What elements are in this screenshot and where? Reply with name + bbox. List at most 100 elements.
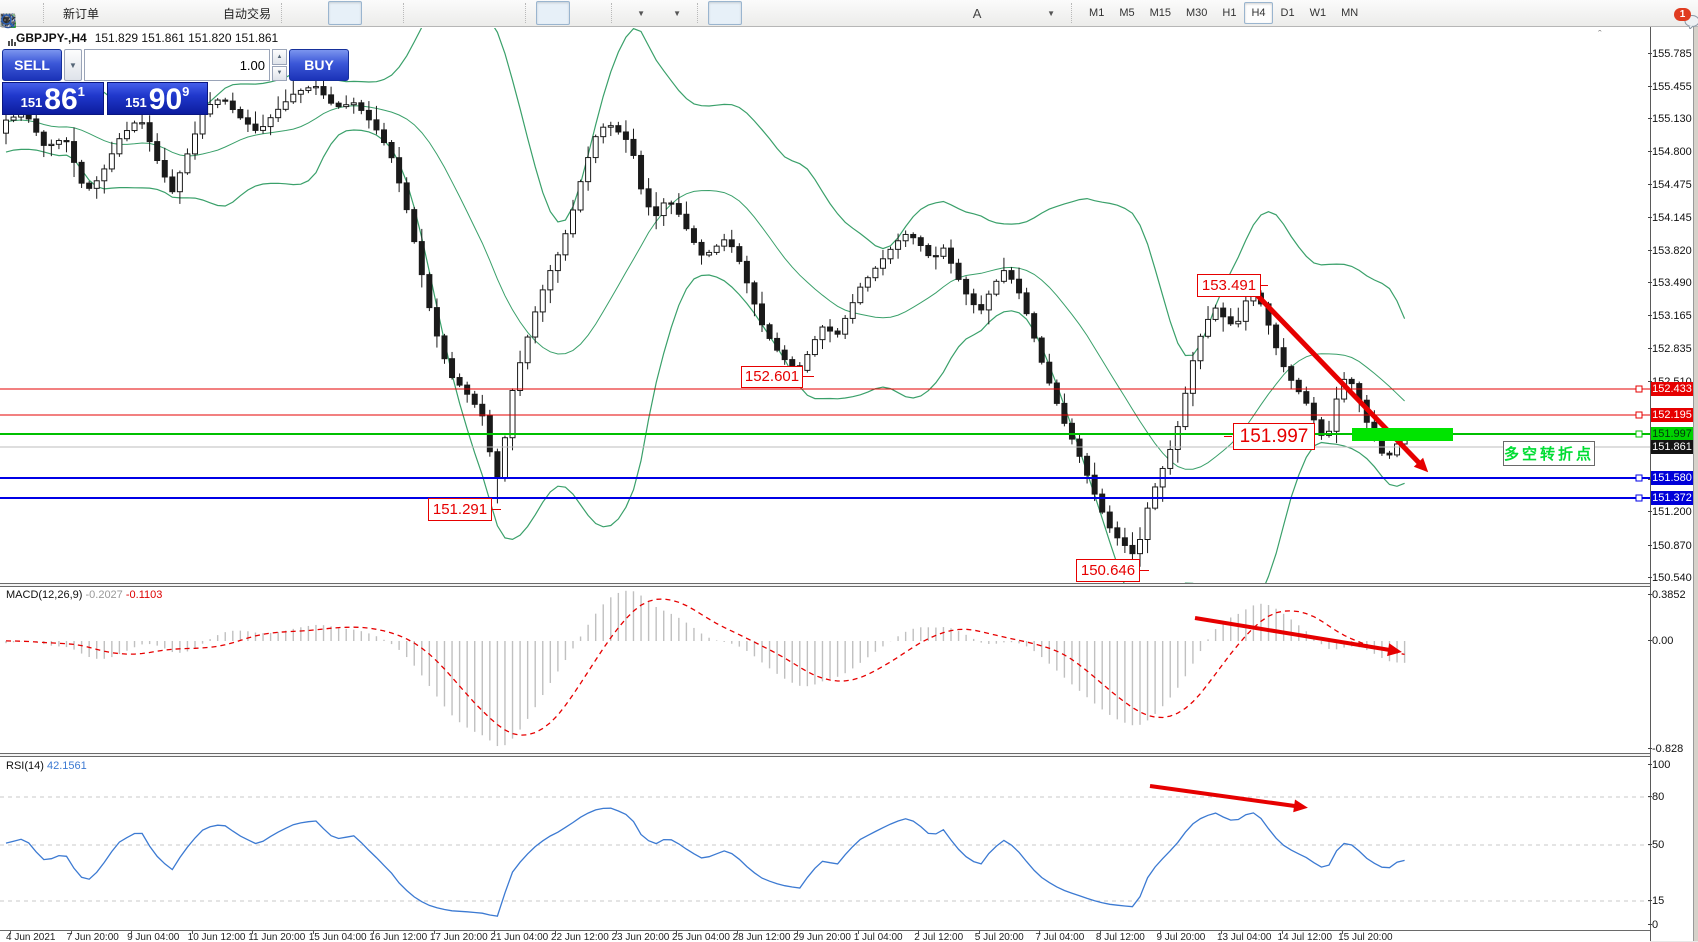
volume-up-icon[interactable]: ▲ (272, 49, 287, 65)
volume-stepper[interactable]: ▲ ▼ (272, 49, 287, 81)
timeframe-MN[interactable]: MN (1341, 7, 1359, 19)
support-zone-band[interactable] (1352, 428, 1453, 441)
time-label: 7 Jun 20:00 (66, 932, 119, 942)
notification-badge: 1 (1674, 8, 1691, 21)
svg-text:E: E (11, 22, 15, 27)
zoom-out-button[interactable] (1, 1, 484, 28)
toolbar-separator (403, 3, 409, 23)
sell-button[interactable]: SELL (2, 49, 62, 81)
pane-separator[interactable] (0, 583, 1650, 587)
timeframe-M30[interactable]: M30 (1186, 7, 1208, 19)
toolbar: 新订单 自动交易 ▼ ▼ E F A T ▼ M1 M5 M15 (0, 0, 1698, 29)
price-tick: 154.475 (1648, 179, 1692, 191)
period-button[interactable]: ▼ (0, 1, 692, 29)
time-tick (918, 931, 920, 934)
hline-tool-button[interactable] (1, 1, 850, 25)
price-annotation-label[interactable]: 153.491 (1197, 274, 1261, 297)
buy-button[interactable]: BUY (289, 49, 349, 81)
time-tick (433, 931, 435, 934)
autotrading-button[interactable]: 自动交易 (1, 1, 276, 29)
macd-label: MACD(12,26,9) -0.2027 -0.1103 (6, 589, 162, 601)
text-label-tool-button[interactable]: T (0, 1, 1030, 27)
text-tool-button[interactable]: A (960, 1, 994, 25)
arrows-tool-button[interactable]: ▼ (1, 1, 1066, 26)
macd-signal-value: -0.1103 (125, 589, 163, 601)
timeframe-M5[interactable]: M5 (1119, 7, 1135, 19)
time-label: 4 Jun 2021 (6, 932, 56, 942)
volume-input[interactable] (84, 49, 270, 81)
time-tick (1099, 931, 1101, 934)
time-label: 14 Jul 12:00 (1277, 932, 1333, 942)
fibonacci-tool-button[interactable]: F (1, 1, 958, 27)
toolbar-separator (611, 3, 617, 23)
chart-shift-button[interactable] (2, 1, 606, 26)
timeframe-group: M1 M5 M15 M30 H1 H4 D1 W1 MN (1082, 2, 1365, 24)
volume-dropdown-button[interactable]: ▼ (64, 49, 82, 81)
add-indicator-button[interactable]: ▼ (0, 1, 656, 28)
time-label: 25 Jun 04:00 (672, 932, 730, 942)
price-annotation-label[interactable]: 151.997 (1233, 423, 1315, 450)
volume-down-icon[interactable]: ▼ (272, 65, 287, 81)
price-annotation-label[interactable]: 150.646 (1076, 559, 1140, 582)
toolbar-separator (43, 3, 49, 23)
rsi-pane[interactable] (0, 757, 1650, 929)
new-order-button[interactable]: 新订单 (1, 1, 104, 28)
timeframe-M1[interactable]: M1 (1089, 7, 1105, 19)
line-chart-button[interactable] (0, 1, 398, 25)
ohlc-values: 151.829 151.861 151.820 151.861 (94, 31, 279, 45)
time-label: 9 Jul 20:00 (1156, 932, 1206, 942)
styler-button[interactable] (1, 1, 140, 27)
note-text-box[interactable]: 多空转折点 (1503, 441, 1595, 466)
indicator-tick: 0.3852 (1648, 589, 1686, 601)
price-tick: 151.200 (1648, 506, 1692, 518)
time-axis[interactable]: 4 Jun 2021 7 Jun 20:00 9 Jun 04:00 10 Jun 1… (0, 930, 1650, 942)
indicator-tick: 0 (1648, 919, 1658, 931)
autoscroll-button[interactable] (2, 1, 571, 26)
time-label: 13 Jul 04:00 (1217, 932, 1272, 942)
timeframe-D1[interactable]: D1 (1280, 7, 1295, 19)
navigator-button[interactable] (0, 1, 212, 28)
timeframe-H4[interactable]: H4 (1244, 2, 1273, 24)
candlestick-chart-button[interactable] (1, 1, 363, 26)
indicator-tick: 50 (1648, 839, 1664, 851)
pane-separator[interactable] (0, 753, 1650, 757)
time-tick (1342, 931, 1344, 934)
time-tick (554, 931, 556, 934)
price-tick: 153.820 (1648, 245, 1692, 257)
main-chart-pane[interactable] (0, 28, 1650, 583)
sell-price-prefix: 151 (20, 95, 43, 110)
vline-tool-button[interactable] (4, 1, 814, 26)
time-label: 15 Jul 20:00 (1338, 932, 1393, 942)
macd-pane[interactable] (0, 586, 1650, 752)
time-tick (1039, 931, 1041, 934)
price-tick: 155.130 (1648, 113, 1692, 125)
sell-price-display[interactable]: 151 86 1 (2, 82, 104, 115)
tile-windows-button[interactable] (1, 1, 520, 27)
trendline-tool-button[interactable] (1, 1, 886, 26)
price-annotation-label[interactable]: 152.601 (741, 366, 803, 388)
annotation-connector (1260, 285, 1268, 286)
price-level-box: 151.861 (1651, 440, 1693, 454)
toolbar-separator (1071, 3, 1077, 23)
zoom-in-button[interactable] (1, 1, 448, 28)
time-tick (312, 931, 314, 934)
annotation-connector (491, 509, 501, 510)
channel-tool-button[interactable]: E (0, 1, 922, 27)
price-tick: 154.145 (1648, 212, 1692, 224)
bar-chart-button[interactable] (1, 1, 326, 25)
time-label: 7 Jul 04:00 (1035, 932, 1085, 942)
price-annotation-label[interactable]: 151.291 (428, 498, 492, 521)
crosshair-tool-button[interactable] (1, 1, 778, 26)
price-tick: 153.490 (1648, 277, 1692, 289)
timeframe-W1[interactable]: W1 (1309, 7, 1327, 19)
price-tick: 154.800 (1648, 146, 1692, 158)
time-tick (70, 931, 72, 934)
market-watch-button[interactable] (0, 1, 176, 26)
toolbar-separator (697, 3, 703, 23)
timeframe-H1[interactable]: H1 (1222, 7, 1237, 19)
timeframe-M15[interactable]: M15 (1149, 7, 1171, 19)
cursor-tool-button[interactable] (2, 1, 743, 26)
buy-price-display[interactable]: 151 90 9 (106, 82, 208, 115)
time-tick (978, 931, 980, 934)
